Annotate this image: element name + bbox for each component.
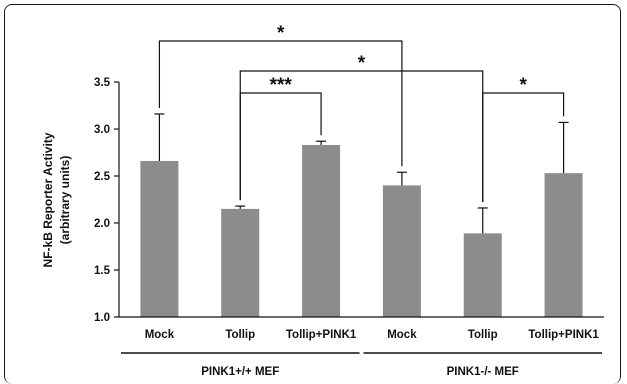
significance-bracket xyxy=(482,92,565,202)
y-tick-label: 2.5 xyxy=(94,171,111,183)
category-labels: Mock Tollip Tollip+PINK1 Mock Tollip Tollip+P… xyxy=(145,329,600,341)
y-tick-label: 3.0 xyxy=(94,124,110,136)
significance-label: * xyxy=(358,53,366,74)
significance-brackets: ***** * xyxy=(158,23,565,202)
category-label: Mock xyxy=(145,329,175,341)
y-axis-sublabel: (arbitrary units) xyxy=(58,156,72,245)
group-label: PINK1-/- MEF xyxy=(447,366,519,378)
y-ticks: 1.0 1.5 2.0 2.5 3.0 3.5 xyxy=(94,77,119,324)
bars xyxy=(140,113,583,317)
bar xyxy=(140,160,179,317)
category-label: Tollip+PINK1 xyxy=(286,329,357,341)
significance-label: *** xyxy=(270,75,293,96)
significance-bracket xyxy=(239,92,322,201)
significance-bracket xyxy=(158,40,403,167)
bar xyxy=(221,208,260,317)
bar xyxy=(382,185,421,317)
category-label: Tollip+PINK1 xyxy=(528,329,599,341)
group-labels: PINK1+/+ MEF PINK1-/- MEF xyxy=(121,352,602,378)
significance-label: * xyxy=(277,23,285,44)
group-label: PINK1+/+ MEF xyxy=(201,366,279,378)
y-tick-label: 1.5 xyxy=(94,265,111,277)
y-tick-label: 1.0 xyxy=(94,312,110,324)
y-tick-label: 3.5 xyxy=(94,77,111,89)
bar xyxy=(463,233,502,317)
bar xyxy=(544,173,583,317)
y-axis-label: NF-kB Reporter Activity xyxy=(41,132,55,267)
category-label: Tollip xyxy=(225,329,255,341)
bar xyxy=(302,144,341,317)
significance-label: * xyxy=(519,75,527,96)
category-label: Mock xyxy=(387,329,417,341)
category-label: Tollip xyxy=(468,329,498,341)
y-tick-label: 2.0 xyxy=(94,218,110,230)
